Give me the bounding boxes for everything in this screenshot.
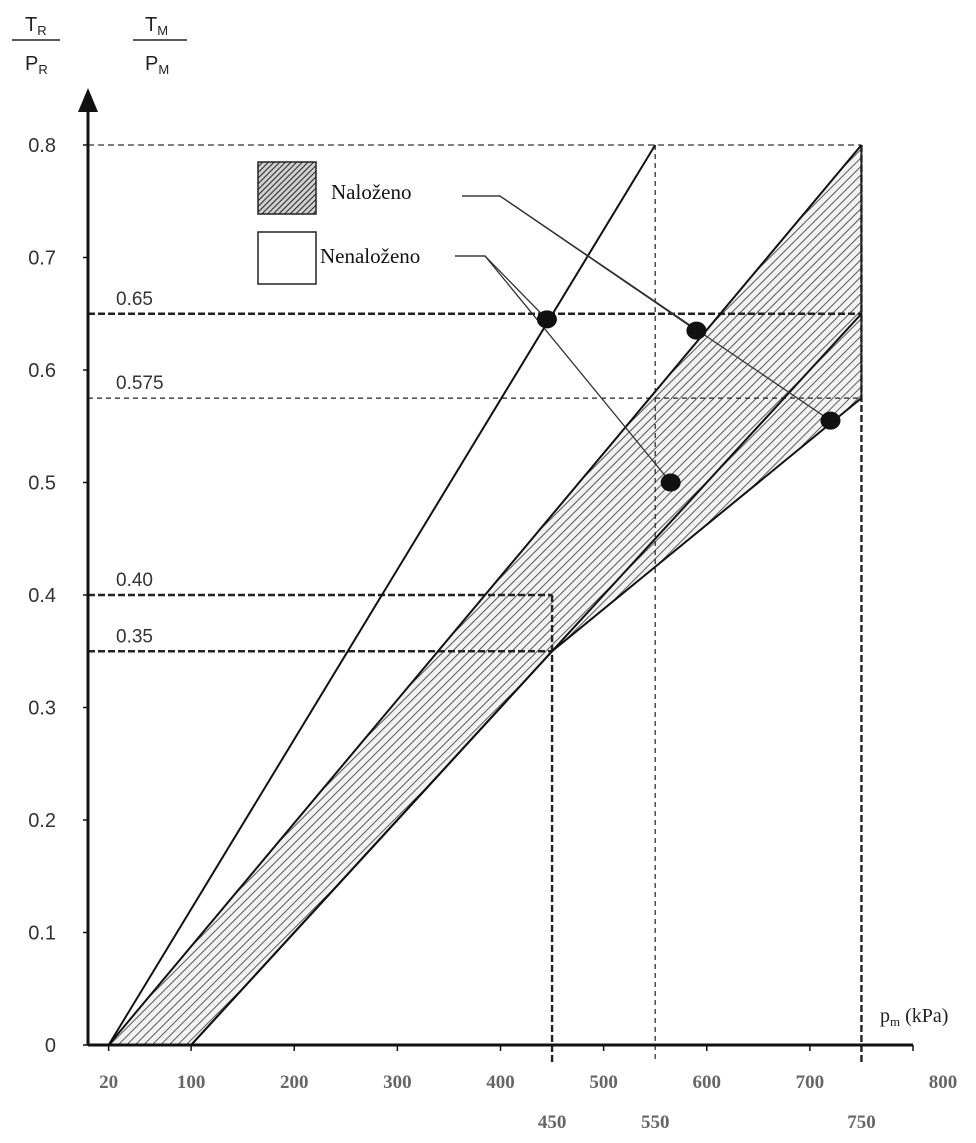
- y-label-m-den: PM: [145, 53, 169, 77]
- x-tick-label-7: 700: [796, 1072, 825, 1093]
- legend-swatch-unloaded: [257, 231, 317, 285]
- legend-label-unloaded: Nenaloženo: [320, 244, 420, 268]
- y-tick-label-5: 0.5: [28, 473, 56, 495]
- y-axis-label-m: TM PM: [133, 14, 187, 77]
- line-1: [107, 144, 657, 1046]
- x-marker-label-2: 550: [641, 1112, 670, 1133]
- y-tick-label-0: 0: [45, 1035, 56, 1057]
- callout-leaders: [455, 195, 831, 483]
- data-lines: [107, 144, 863, 1046]
- reference-lines: 0.65 0.575 0.40 0.35: [88, 144, 863, 1063]
- data-point-1: [536, 310, 557, 329]
- line-4: [190, 397, 863, 1046]
- legend-label-loaded: Naloženo: [331, 180, 411, 204]
- y-axis-arrow: [78, 88, 98, 112]
- callout-leader-4: [462, 195, 831, 422]
- y-label-r-den: PR: [25, 53, 48, 77]
- callout-leader-3: [462, 195, 697, 332]
- y-tick-label-8: 0.8: [28, 135, 56, 157]
- y-tick-label-2: 0.2: [28, 810, 56, 832]
- y-tick-label-7: 0.7: [28, 248, 56, 270]
- ref-label-1: 0.65: [116, 289, 153, 310]
- ref-label-4: 0.35: [116, 626, 153, 647]
- data-point-2: [660, 473, 681, 492]
- data-points: [536, 310, 841, 492]
- line-2: [107, 144, 863, 1046]
- x-tick-label-4: 400: [486, 1072, 515, 1093]
- y-axis-label-r: TR PR: [12, 14, 60, 77]
- y-tick-label-1: 0.1: [28, 923, 56, 945]
- y-tick-label-6: 0.6: [28, 360, 56, 382]
- x-tick-label-8: 800: [929, 1072, 958, 1093]
- y-tick-label-4: 0.4: [28, 585, 56, 607]
- x-axis-label: pm (kPa): [880, 1005, 948, 1029]
- x-tick-label-1: 100: [177, 1072, 206, 1093]
- x-tick-label-0: 20: [99, 1072, 118, 1093]
- x-marker-label-3: 750: [847, 1112, 876, 1133]
- x-tick-label-6: 600: [693, 1072, 722, 1093]
- data-point-4: [820, 411, 841, 430]
- ref-label-3: 0.40: [116, 570, 153, 591]
- tick-labels: 450 550 750 0 0.1 0.2 0.3 0.4 0.5 0.6 0.7 0.8 20 100 2…: [28, 135, 957, 1133]
- legend-swatch-loaded: [257, 161, 317, 215]
- x-marker-label-1: 450: [538, 1112, 567, 1133]
- callout-leader-1: [455, 255, 548, 320]
- data-point-3: [686, 321, 707, 340]
- x-tick-label-3: 300: [383, 1072, 412, 1093]
- x-tick-label-2: 200: [280, 1072, 309, 1093]
- legend: Naloženo Nenaloženo: [257, 161, 420, 285]
- x-tick-label-5: 500: [589, 1072, 618, 1093]
- y-label-m-num: TM: [145, 14, 168, 38]
- ref-label-2: 0.575: [116, 373, 164, 394]
- callout-leader-2: [455, 255, 672, 483]
- y-label-r-num: TR: [25, 14, 47, 38]
- y-tick-label-3: 0.3: [28, 698, 56, 720]
